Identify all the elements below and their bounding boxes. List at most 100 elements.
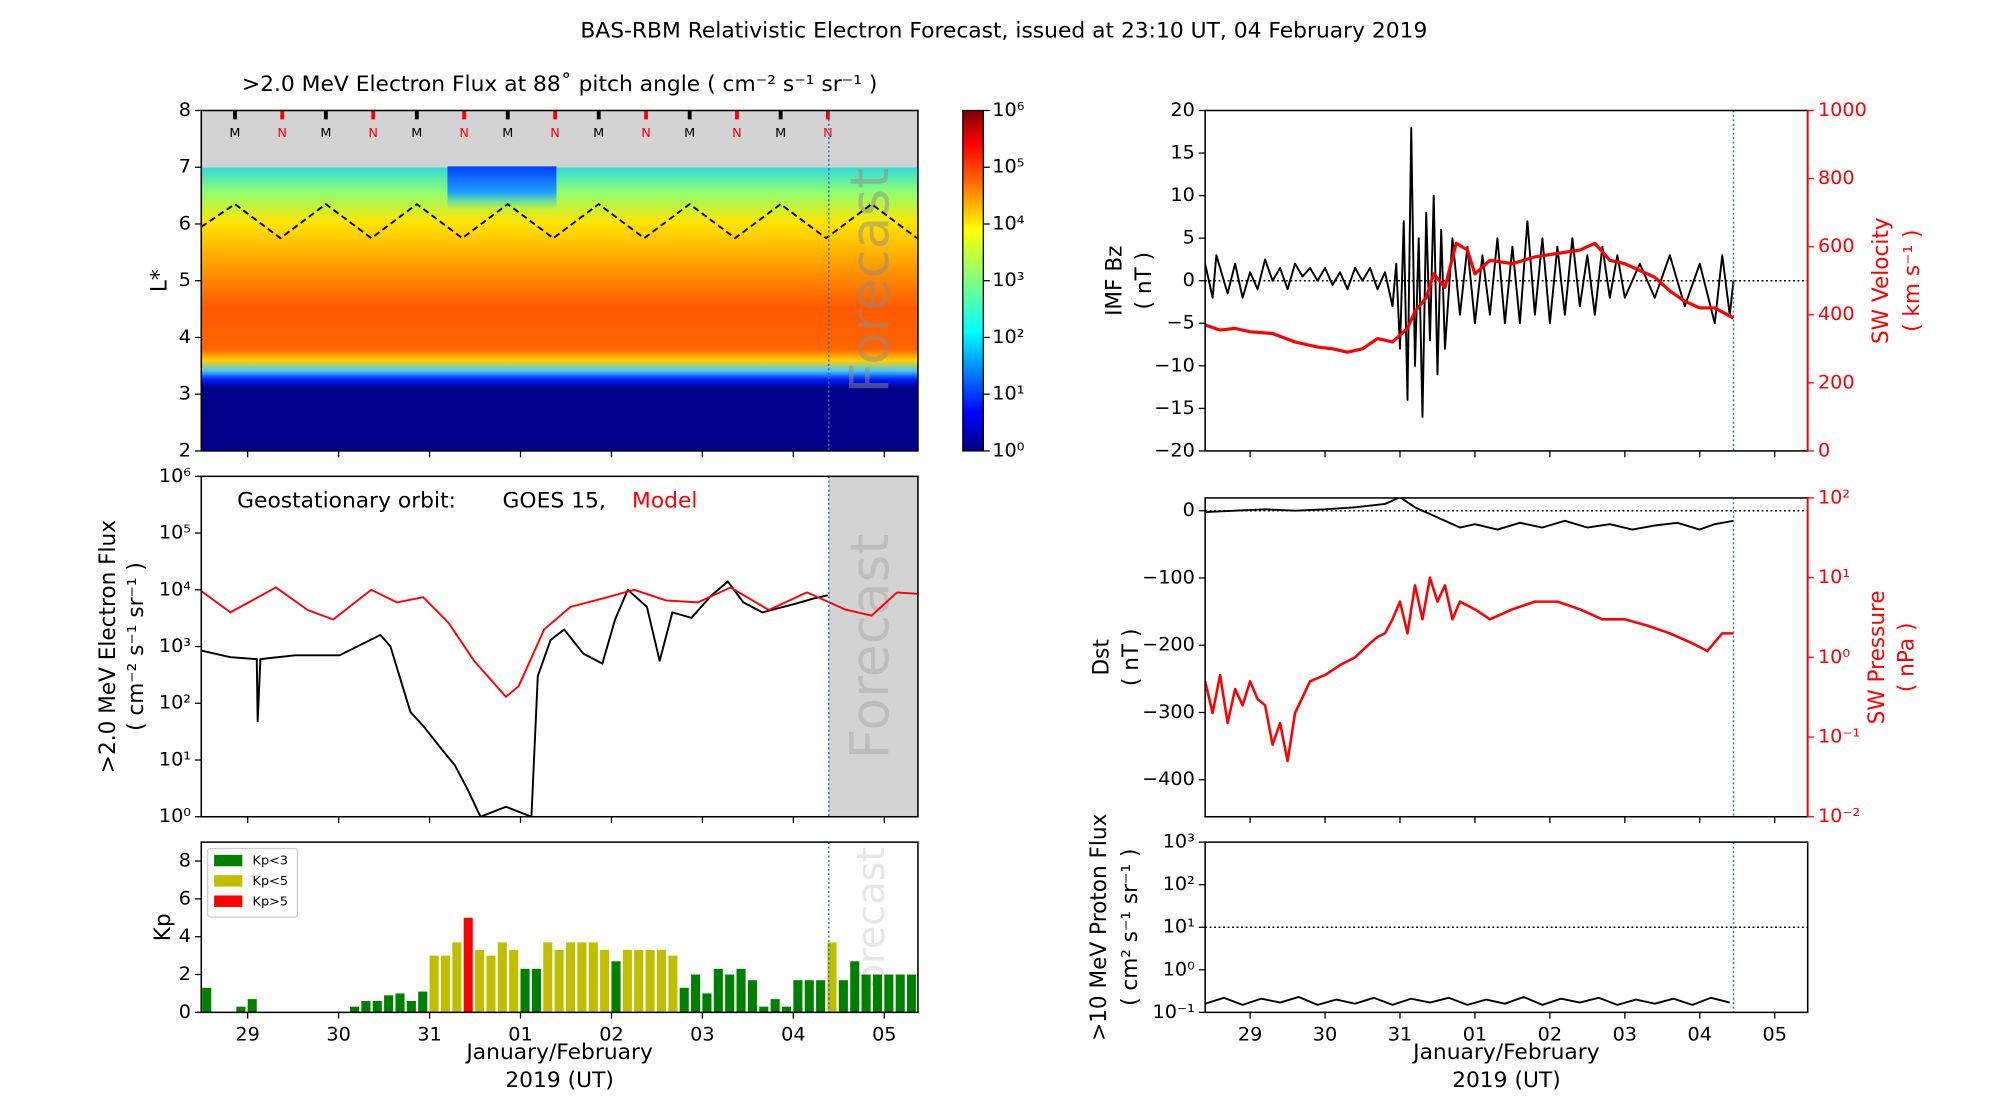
orbit-marker-label: N [277,126,287,141]
y-axis-label: ( nT ) [1119,629,1144,686]
y-tick-label: −15 [1154,396,1195,419]
series-line [1205,576,1734,763]
y-axis-label: ( cm⁻² s⁻¹ sr⁻¹ ) [124,562,149,731]
y-tick-label: 10¹ [1163,915,1195,938]
kp-bar [384,995,394,1013]
forecast-watermark: Forecast [838,534,901,760]
orbit-marker-label: M [684,126,695,141]
kp-bar [861,974,871,1013]
colorbar-tick-label: 10⁵ [992,155,1024,178]
kp-bar [907,974,917,1013]
y-tick-label: 8 [179,849,191,872]
y-tick-label: 5 [179,268,191,291]
orbit-marker-label: N [641,126,651,141]
series-line [1205,996,1730,1006]
kp-bar [475,949,485,1013]
x-tick-label: 01 [1463,1023,1487,1046]
y-tick-label: −100 [1142,566,1195,589]
series-line [1205,126,1735,418]
y-tick-label: 10⁶ [159,464,191,487]
series-line [201,203,918,240]
kp-bar [918,975,927,1013]
kp-bar [531,968,541,1013]
kp-bar [850,961,860,1013]
kp-bar [645,949,655,1013]
x-tick-label: 05 [1762,1023,1786,1046]
x-tick-label: 04 [781,1023,805,1046]
flux-map [201,110,918,451]
orbit-marker-label: M [411,126,422,141]
y-tick-label: −400 [1142,767,1195,790]
legend-label: Model [632,489,697,514]
y-tick-label: 4 [179,924,191,947]
colorbar-tick-label: 10⁴ [992,212,1024,235]
series-line [201,580,829,817]
y2-axis-label: ( km s⁻¹ ) [1900,230,1925,332]
kp-bar [884,974,894,1013]
orbit-marker-label: M [593,126,604,141]
x-tick-label: 05 [872,1023,896,1046]
kp-bar [656,949,667,1013]
y-tick-label: −200 [1142,633,1195,656]
kp-bar [634,949,644,1013]
y2-tick-label: 600 [1818,234,1855,257]
kp-bar [520,968,530,1013]
kp-bar [816,980,826,1013]
x-axis-label: January/February [1411,1040,1600,1065]
legend-swatch [214,875,243,887]
x-tick-label: 29 [1238,1023,1262,1046]
x-tick-label: 02 [1538,1023,1562,1046]
kp-bar [361,1001,371,1013]
orbit-marker-label: N [459,126,469,141]
series-line [201,586,918,698]
colorbar-tick-label: 10² [992,325,1024,348]
y-tick-label: −300 [1142,700,1195,723]
x-tick-label: 30 [326,1023,350,1046]
x-axis-label: 2019 (UT) [1452,1068,1561,1093]
legend-label: Kp<3 [253,854,288,869]
flux-dropout [447,166,557,210]
panel-title: >2.0 MeV Electron Flux at 88˚ pitch angl… [242,72,878,97]
orbit-marker-label: N [823,126,833,141]
x-tick-label: 30 [1313,1023,1337,1046]
series-line [1205,497,1734,531]
kp-bar [827,942,837,1013]
x-tick-label: 04 [1688,1023,1712,1046]
frame [200,841,919,1014]
kp-bar [872,974,883,1013]
y-tick-label: 10⁵ [159,521,191,544]
y2-tick-label: 800 [1818,166,1855,189]
y2-axis-label: ( nPa ) [1895,623,1920,693]
y-tick-label: −20 [1154,438,1195,461]
legend-label: Kp>5 [253,894,288,909]
orbit-marker-label: M [502,126,513,141]
y-tick-label: 2 [179,962,191,985]
kp-bar [406,1001,416,1013]
y-tick-label: −5 [1167,311,1195,334]
kp-bar [565,942,576,1013]
orbit-marker-label: N [732,126,742,141]
y-axis-label: Dst [1090,639,1115,675]
y-tick-label: 15 [1170,141,1194,164]
y-tick-label: 10² [1163,872,1195,895]
y-tick-label: 10³ [1163,830,1195,853]
y-tick-label: 7 [179,155,191,178]
kp-bar [668,955,678,1013]
plot-area [1205,126,1808,418]
y-tick-label: 3 [179,382,191,405]
kp-bar [611,961,621,1013]
kp-bar [895,974,905,1013]
y-tick-label: 2 [179,438,191,461]
kp-bar [418,991,428,1013]
figure-title: BAS-RBM Relativistic Electron Forecast, … [580,19,1427,44]
kp-bar [679,987,689,1013]
kp-bar [497,942,507,1013]
kp-bar [247,999,257,1013]
kp-bar [543,942,553,1013]
y-tick-label: 10⁰ [159,804,191,827]
x-tick-label: 03 [1613,1023,1637,1046]
kp-bar [804,980,814,1013]
legend-label: Kp<5 [253,874,288,889]
y-tick-label: 0 [1183,268,1195,291]
